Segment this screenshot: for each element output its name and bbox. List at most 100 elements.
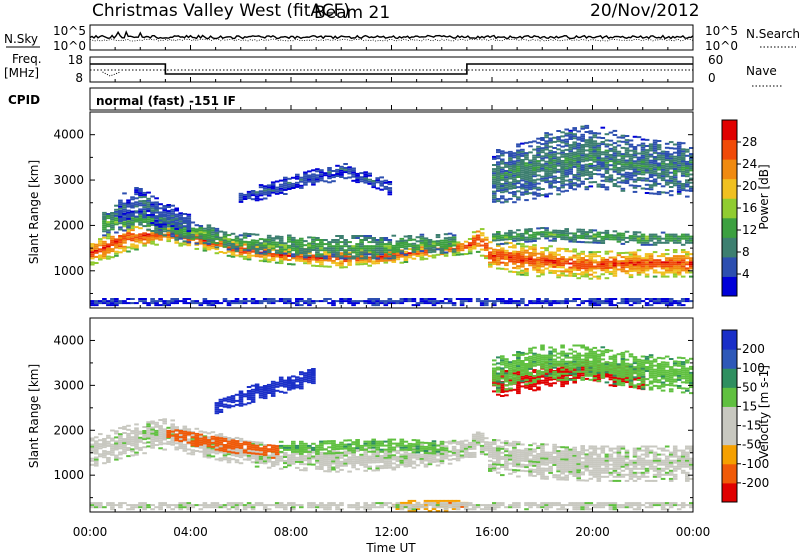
power-cell: [154, 219, 159, 222]
velocity-cell: [254, 457, 260, 460]
power-cell: [588, 158, 594, 161]
power-cell: [552, 161, 557, 164]
power-cell: [158, 236, 163, 239]
power-cell: [250, 233, 256, 236]
power-cell: [596, 132, 602, 135]
power-cell: [411, 304, 417, 307]
power-cell: [548, 253, 553, 256]
power-cell: [604, 151, 610, 154]
velocity-cell: [532, 458, 537, 461]
velocity-cell: [178, 445, 183, 448]
power-cell: [624, 177, 630, 180]
power-cell: [628, 251, 634, 254]
power-cell: [596, 173, 602, 176]
power-cell: [262, 258, 268, 261]
velocity-cell: [451, 439, 457, 442]
freq-tick-low: 8: [75, 71, 83, 85]
power-cell: [162, 209, 167, 212]
power-cell: [170, 235, 175, 238]
power-cell: [307, 262, 312, 265]
power-cell: [90, 261, 95, 264]
power-cell: [427, 302, 433, 305]
power-cell: [524, 162, 529, 165]
velocity-cell: [419, 453, 425, 456]
cpid-value: normal (fast) -151 IF: [96, 94, 236, 108]
power-cell: [194, 233, 200, 236]
velocity-cell: [548, 467, 553, 470]
power-cell: [624, 171, 630, 174]
power-cell: [274, 249, 280, 252]
power-cell: [262, 260, 268, 263]
power-cell: [266, 251, 272, 254]
power-cell: [315, 251, 320, 254]
power-cell: [612, 258, 618, 261]
velocity-cell: [455, 459, 461, 462]
power-cell: [508, 169, 513, 172]
velocity-cell: [363, 451, 368, 454]
power-cell: [479, 234, 485, 237]
power-cell: [564, 134, 569, 137]
power-cell: [620, 302, 626, 305]
power-cell: [274, 190, 280, 193]
power-cell: [130, 247, 135, 250]
power-cell: [632, 235, 638, 238]
power-cell: [299, 255, 304, 258]
power-cell: [564, 179, 569, 182]
power-cell: [532, 140, 537, 143]
power-cell: [512, 174, 517, 177]
power-cell: [283, 176, 288, 179]
power-cell: [520, 265, 525, 268]
power-cell: [640, 150, 646, 153]
power-cell: [544, 233, 549, 236]
power-cell: [680, 174, 686, 177]
power-cell: [174, 213, 179, 216]
velocity-cell: [262, 456, 268, 459]
power-cell: [572, 266, 577, 269]
velocity-cell: [475, 431, 481, 434]
velocity-cell: [355, 468, 360, 471]
velocity-cell: [90, 457, 95, 460]
power-cell: [343, 177, 348, 180]
power-cell: [664, 265, 670, 268]
power-cell: [222, 243, 228, 246]
power-cell: [572, 188, 577, 191]
power-cell: [504, 236, 509, 239]
power-cell: [126, 201, 131, 204]
power-cell: [307, 258, 312, 261]
power-cell: [592, 265, 598, 268]
power-cell: [190, 231, 196, 234]
power-cell: [608, 154, 614, 156]
power-cell: [130, 210, 135, 213]
power-cell: [174, 219, 179, 222]
power-cell: [540, 179, 545, 182]
power-cell: [114, 214, 119, 217]
power-cell: [142, 300, 147, 303]
power-cell: [106, 255, 111, 258]
power-cell: [299, 253, 304, 256]
power-cell: [154, 215, 159, 218]
power-cell: [668, 157, 674, 160]
power-cell: [560, 266, 565, 269]
power-cell: [242, 240, 248, 243]
velocity-cell: [484, 441, 489, 444]
power-cell: [564, 274, 569, 277]
power-cell: [648, 253, 654, 256]
power-cell: [130, 229, 135, 232]
power-cell: [299, 176, 304, 179]
velocity-cell: [504, 458, 509, 461]
power-cell: [584, 235, 590, 238]
power-cell: [335, 262, 340, 265]
power-cell: [556, 181, 561, 183]
power-cell: [230, 251, 236, 254]
power-cell: [656, 255, 662, 258]
power-cell: [652, 265, 658, 268]
power-cell: [102, 300, 107, 303]
velocity-cell: [303, 459, 308, 462]
power-cell: [130, 217, 135, 220]
power-cell: [114, 231, 119, 234]
power-cell: [218, 240, 224, 243]
velocity-cell: [363, 447, 368, 450]
power-cell: [291, 241, 296, 243]
velocity-cell: [210, 439, 216, 442]
power-cell: [307, 250, 312, 253]
